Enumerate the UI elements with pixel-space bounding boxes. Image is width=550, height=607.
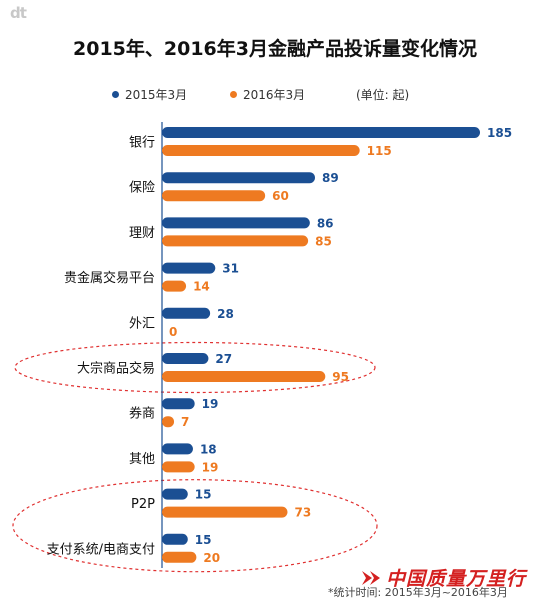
value-label-2015-cat-8: 15 (195, 488, 212, 502)
legend-dot-2016 (230, 91, 237, 98)
chart-title: 2015年、2016年3月金融产品投诉量变化情况 (73, 38, 477, 60)
legend-dot-2015 (112, 91, 119, 98)
value-label-2015-cat-0: 185 (487, 126, 512, 140)
category-label-cat-2: 理财 (129, 226, 155, 241)
value-label-2015-cat-1: 89 (322, 171, 339, 185)
value-label-2015-cat-7: 18 (200, 442, 217, 456)
bar-2016-cat-1 (162, 190, 266, 202)
bar-2016-cat-9 (162, 551, 197, 563)
value-label-2016-cat-5: 95 (332, 370, 349, 384)
legend-item-2016: 2016年3月 (230, 86, 305, 103)
value-label-2015-cat-9: 15 (195, 533, 212, 547)
value-label-2016-cat-9: 20 (203, 551, 220, 565)
category-label-cat-4: 外汇 (129, 316, 155, 331)
bar-2015-cat-1 (162, 172, 315, 184)
value-label-2016-cat-1: 60 (272, 189, 289, 203)
category-label-cat-0: 银行 (129, 136, 155, 151)
dt-logo: dt (10, 4, 27, 22)
value-label-2016-cat-2: 85 (315, 234, 332, 248)
value-label-2016-cat-4: 0 (169, 325, 177, 339)
legend-label-2015: 2015年3月 (125, 88, 188, 102)
brand-mark-icon (362, 571, 380, 585)
brand-watermark: 中国质量万里行 (360, 564, 526, 591)
bar-2015-cat-6 (162, 398, 195, 410)
highlight-ellipse-p2p-payment (12, 479, 378, 573)
value-label-2015-cat-2: 86 (317, 216, 334, 230)
value-label-2016-cat-8: 73 (294, 506, 311, 520)
category-label-cat-3: 贵金属交易平台 (64, 270, 155, 286)
bar-2016-cat-2 (162, 235, 309, 247)
bar-2015-cat-5 (162, 353, 209, 364)
value-label-2015-cat-4: 28 (217, 307, 234, 321)
bar-2016-cat-8 (162, 506, 288, 518)
footnote: *统计时间: 2015年3月~2016年3月 (328, 586, 508, 599)
category-label-cat-1: 保险 (129, 181, 155, 196)
legend-label-2016: 2016年3月 (243, 88, 306, 102)
value-label-2015-cat-6: 19 (202, 397, 219, 411)
value-label-2016-cat-3: 14 (193, 280, 210, 294)
unit-label: (单位: 起) (356, 88, 410, 102)
bar-2016-cat-5 (162, 371, 326, 382)
bar-2016-cat-7 (162, 461, 195, 473)
highlight-ellipse-commodity (14, 341, 376, 394)
value-label-2016-cat-6: 7 (181, 415, 189, 429)
bar-2015-cat-9 (162, 533, 188, 545)
bar-2015-cat-0 (162, 127, 480, 138)
value-label-2016-cat-0: 115 (367, 144, 392, 158)
value-label-2016-cat-7: 19 (202, 460, 219, 474)
bar-2015-cat-7 (162, 443, 193, 455)
bar-2015-cat-2 (162, 217, 310, 229)
value-label-2015-cat-5: 27 (215, 352, 232, 366)
bar-2015-cat-3 (162, 262, 216, 274)
category-label-cat-7: 其他 (129, 452, 155, 467)
brand-text: 中国质量万里行 (386, 568, 527, 590)
value-label-2015-cat-3: 31 (222, 262, 239, 276)
bar-2016-cat-0 (162, 145, 360, 156)
bar-2015-cat-4 (162, 307, 211, 319)
category-label-cat-6: 券商 (129, 406, 155, 422)
bar-2016-cat-6 (162, 416, 175, 428)
category-label-cat-5: 大宗商品交易 (77, 361, 155, 377)
legend-item-2015: 2015年3月 (112, 86, 187, 103)
bar-2015-cat-8 (162, 488, 188, 500)
bar-2016-cat-3 (162, 280, 187, 292)
category-label-cat-8: P2P (131, 497, 155, 512)
category-label-cat-9: 支付系统/电商支付 (47, 542, 155, 557)
